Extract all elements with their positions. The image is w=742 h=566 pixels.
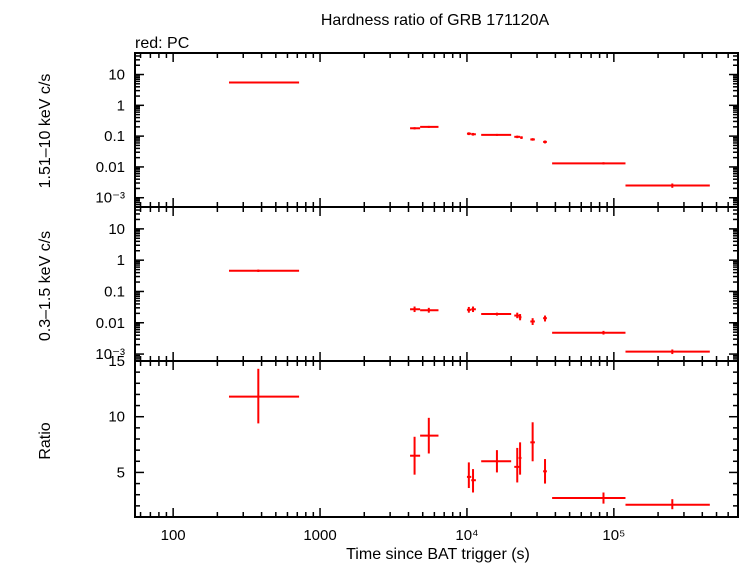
y-tick-label: 10⁻³: [95, 346, 125, 363]
y-tick-label: 0.1: [104, 128, 125, 145]
y-tick-label: 10: [108, 409, 125, 426]
y-tick-label: 10: [108, 221, 125, 238]
x-tick-label: 100: [161, 527, 186, 544]
y-tick-label: 0.01: [96, 159, 125, 176]
y-tick-label: 10: [108, 67, 125, 84]
x-tick-label: 10⁵: [602, 527, 625, 544]
y-tick-label: 0.01: [96, 315, 125, 332]
chart-title: Hardness ratio of GRB 171120A: [321, 12, 550, 29]
x-tick-label: 1000: [303, 527, 336, 544]
x-tick-label: 10⁴: [455, 527, 478, 544]
y-axis-label-top: 1.51–10 keV c/s: [37, 74, 54, 189]
x-axis-label: Time since BAT trigger (s): [346, 546, 530, 563]
y-tick-label: 10⁻³: [95, 190, 125, 207]
panel-frame: [134, 360, 739, 518]
y-tick-label: 0.1: [104, 283, 125, 300]
panel-bottom: 15 10 5: [108, 353, 739, 518]
y-tick-label: 1: [117, 97, 125, 114]
x-tick-labels: 100 1000 10⁴ 10⁵: [161, 527, 626, 544]
y-axis-label-bottom: Ratio: [37, 422, 54, 459]
legend-note: red: PC: [135, 35, 189, 52]
y-tick-label: 5: [117, 464, 125, 481]
y-axis-label-middle: 0.3–1.5 keV c/s: [37, 231, 54, 341]
y-tick-label: 1: [117, 252, 125, 269]
y-tick-label: 15: [108, 353, 125, 370]
